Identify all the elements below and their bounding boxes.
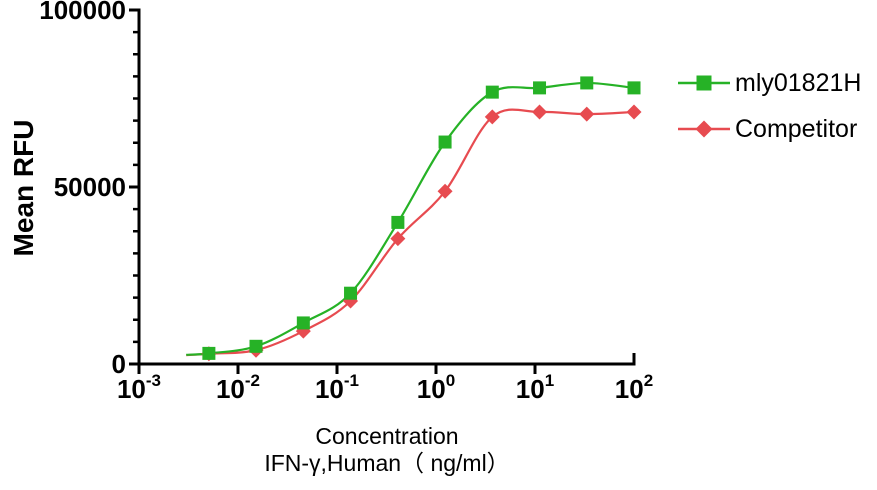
legend-label: Competitor — [735, 114, 858, 143]
legend-square-marker-icon — [678, 75, 730, 91]
y-ticks: 0 50000 100000 — [39, 0, 139, 379]
data-point-square — [533, 81, 547, 95]
y-tick-label: 100000 — [39, 0, 126, 25]
data-point-square — [249, 339, 263, 353]
data-point-diamond — [484, 109, 500, 125]
legend-diamond-marker-icon — [678, 120, 730, 138]
data-point-square — [438, 135, 452, 149]
curve-Competitor — [186, 108, 635, 357]
x-ticks: 10-3 10-2 10-1 100 101 102 — [117, 364, 653, 404]
data-point-diamond — [579, 106, 595, 122]
x-tick-label: 101 — [516, 371, 554, 404]
data-point-square — [627, 81, 641, 95]
data-point-diamond — [390, 231, 406, 247]
x-axis-title-line2: IFN-γ,Human（ ng/ml） — [264, 450, 510, 476]
legend-item: Competitor — [678, 114, 861, 144]
data-point-square — [580, 76, 594, 90]
markers-mly01821H — [202, 76, 641, 360]
data-point-square — [391, 215, 405, 229]
markers-Competitor — [201, 104, 642, 362]
x-axis-title-line1: Concentration — [315, 423, 459, 449]
legend: mly01821H Competitor — [678, 68, 861, 144]
data-point-diamond — [532, 104, 548, 120]
x-tick-label: 100 — [417, 371, 455, 404]
legend-item: mly01821H — [678, 68, 861, 98]
x-axis-title: Concentration IFN-γ,Human（ ng/ml） — [139, 423, 635, 477]
y-axis-title: Mean RFU — [8, 119, 39, 257]
x-tick-label: 102 — [615, 371, 653, 404]
curve-mly01821H — [186, 81, 635, 356]
data-point-diamond — [626, 104, 642, 120]
x-tick-label: 10-3 — [117, 371, 161, 404]
legend-label: mly01821H — [735, 68, 862, 97]
x-tick-label: 10-1 — [315, 371, 359, 404]
y-tick-label: 50000 — [54, 172, 126, 202]
data-point-diamond — [437, 183, 453, 199]
data-point-square — [202, 346, 216, 360]
y-tick-label: 0 — [112, 349, 126, 379]
data-point-square — [344, 286, 358, 300]
x-tick-label: 10-2 — [216, 371, 260, 404]
data-point-square — [485, 85, 499, 99]
data-point-square — [296, 316, 310, 330]
